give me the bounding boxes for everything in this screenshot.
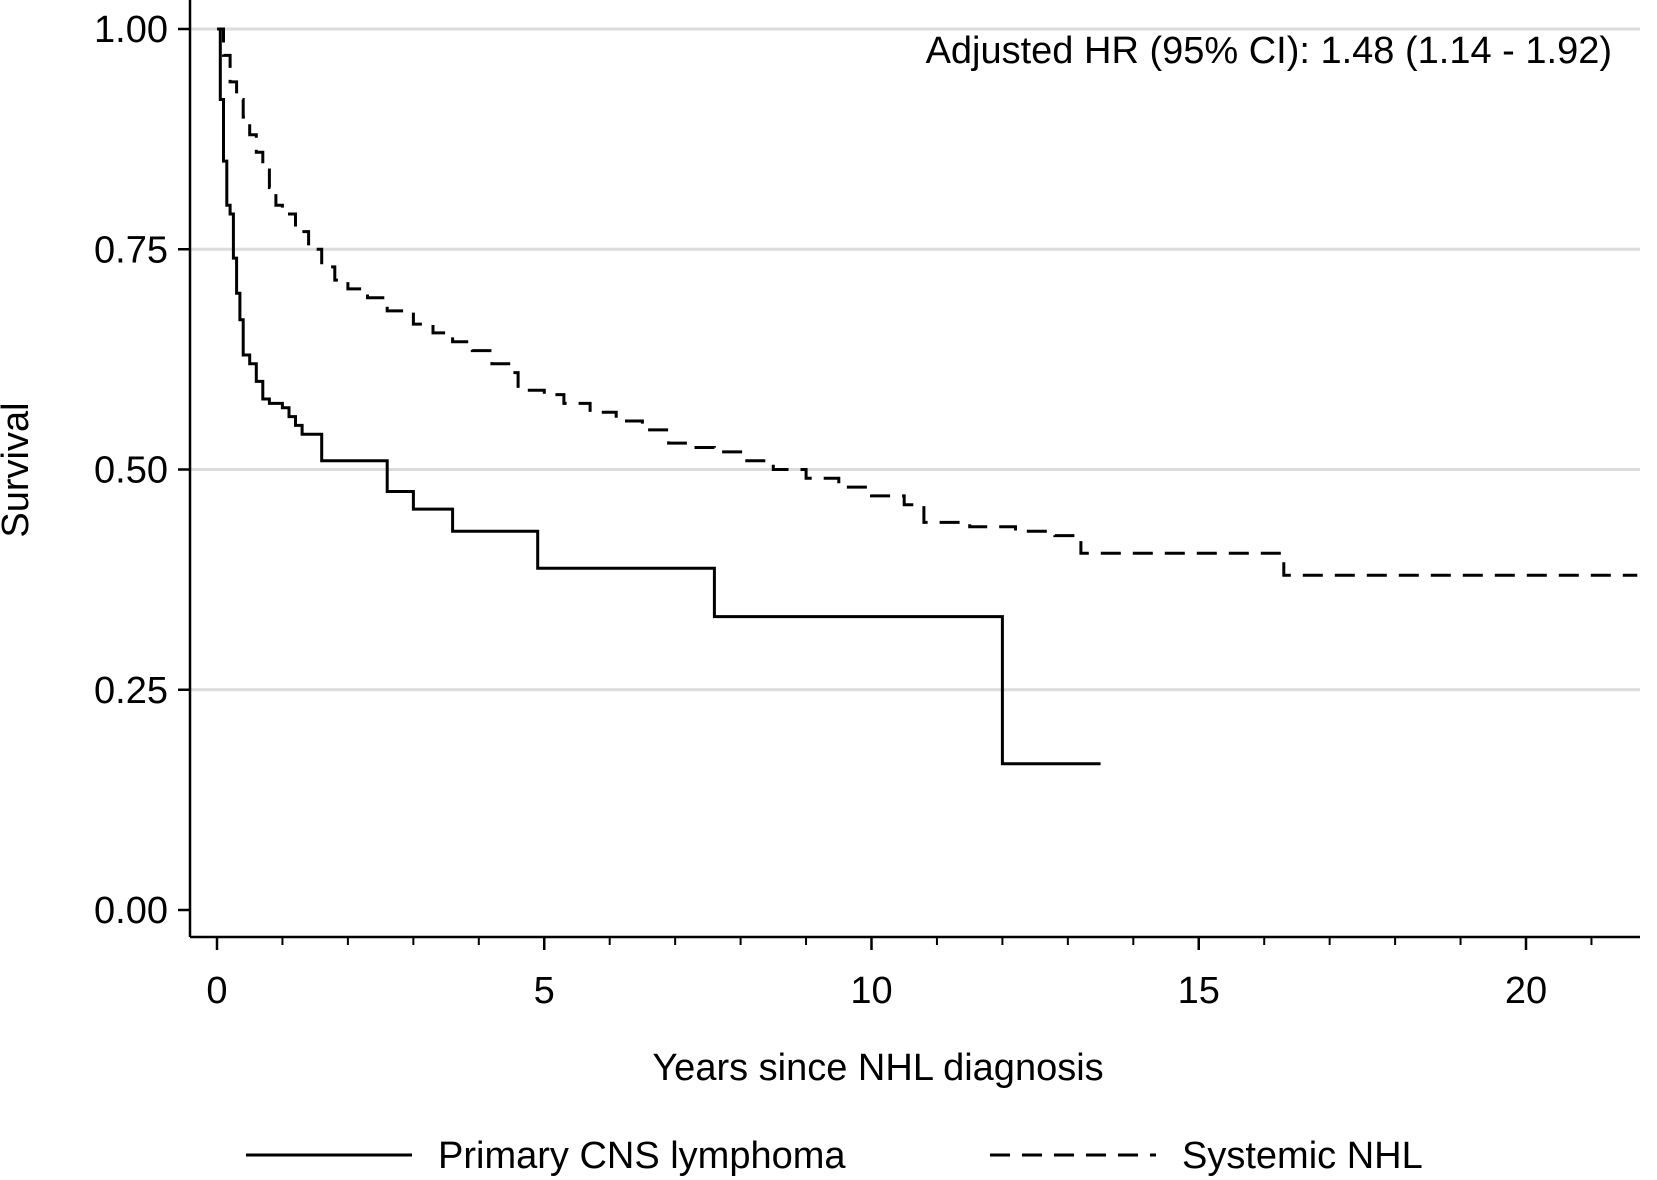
x-tick-label: 20 (1505, 970, 1547, 1012)
legend-label-primary-cns: Primary CNS lymphoma (438, 1135, 846, 1177)
legend-label-systemic-nhl: Systemic NHL (1182, 1135, 1423, 1177)
x-tick-label: 0 (206, 970, 227, 1012)
series-line-systemic-nhl (217, 27, 1638, 577)
x-tick-label: 5 (534, 970, 555, 1012)
hazard-ratio-annotation: Adjusted HR (95% CI): 1.48 (1.14 - 1.92) (926, 30, 1612, 72)
series-line-primary-cns-lymphoma (217, 27, 1101, 766)
y-tick-label: 0.50 (94, 450, 168, 492)
y-tick-label: 0.25 (94, 670, 168, 712)
x-tick-label: 10 (850, 970, 892, 1012)
y-tick-label: 1.00 (94, 9, 168, 51)
grid-lines (190, 27, 1640, 692)
y-tick-label: 0.00 (94, 890, 168, 932)
y-axis-label: Survival (0, 402, 37, 537)
x-tick-label: 15 (1178, 970, 1220, 1012)
legend: Primary CNS lymphoma Systemic NHL (246, 1135, 1423, 1177)
x-axis-label: Years since NHL diagnosis (652, 1047, 1103, 1089)
series-lines (217, 27, 1638, 766)
axes: 0.00 0.25 0.50 0.75 1.00 0 5 10 15 20 (94, 0, 1640, 1012)
y-tick-label: 0.75 (94, 229, 168, 271)
